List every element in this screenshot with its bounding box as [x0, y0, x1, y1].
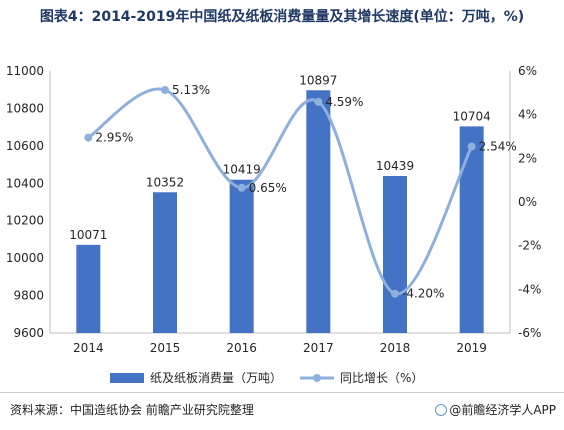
bar: [229, 179, 254, 333]
legend: 纸及纸板消费量（万吨） 同比增长（%）: [110, 371, 423, 385]
growth-point: [84, 133, 93, 142]
growth-point: [161, 85, 169, 94]
bar: [76, 244, 101, 333]
footer-divider: [0, 392, 564, 393]
growth-point: [314, 97, 323, 106]
growth-value-label: 2.54%: [479, 140, 517, 154]
bar-value-label: 10071: [69, 228, 107, 242]
brand-credit: @前瞻经济学人APP: [435, 401, 556, 418]
data-labels: 10071 10352 10419 10897 10439 10704 2.95% 5.13%…: [69, 73, 517, 300]
bar: [383, 175, 407, 333]
y-right-tick-label: 6%: [518, 64, 537, 78]
legend-bar-swatch: [110, 373, 144, 383]
y-right-tick-label: 4%: [518, 108, 537, 122]
bar-value-label: 10439: [376, 159, 414, 173]
growth-value-label: 2.95%: [95, 131, 133, 145]
y-left-tick-label: 10200: [6, 214, 44, 228]
y-left-tick-label: 9600: [13, 326, 44, 340]
bar: [153, 192, 177, 333]
y-right-tick-label: 2%: [518, 151, 537, 165]
legend-bar-label: 纸及纸板消费量（万吨）: [150, 371, 282, 385]
growth-value-label: -4.20%: [402, 287, 444, 301]
growth-value-label: 5.13%: [172, 83, 210, 97]
chart-title: 图表4：2014-2019年中国纸及纸板消费量量及其增长速度(单位：万吨，%): [39, 9, 525, 25]
bar: [459, 126, 484, 333]
x-tick-label: 2019: [456, 341, 487, 355]
y-right-tick-label: 0%: [518, 195, 537, 209]
y-left-tick-label: 11000: [6, 64, 44, 78]
y-right-tick-label: -2%: [518, 239, 541, 253]
y-left-tick-label: 10000: [6, 251, 44, 265]
legend-line-label: 同比增长（%）: [340, 371, 423, 385]
y-left-tick-label: 10400: [6, 176, 44, 190]
brand-text: @前瞻经济学人APP: [449, 403, 556, 417]
x-tick-label: 2018: [380, 341, 411, 355]
growth-value-label: 4.59%: [325, 95, 363, 109]
y-left-tick-label: 10600: [6, 139, 44, 153]
bar-value-label: 10897: [299, 73, 337, 87]
bar-value-label: 10419: [223, 163, 261, 177]
x-tick-label: 2017: [303, 341, 334, 355]
growth-point: [467, 142, 476, 151]
bar-series: [76, 90, 484, 333]
axes: 9600 9800 10000 10200 10400 10600 10800 11000 -6…: [6, 64, 542, 355]
bar: [306, 90, 331, 333]
y-right-tick-label: -6%: [518, 326, 541, 340]
bar-value-label: 10352: [146, 175, 184, 189]
source-note: 资料来源：中国造纸协会 前瞻产业研究院整理: [10, 403, 254, 417]
brand-logo-icon: [435, 404, 448, 416]
growth-point: [391, 289, 399, 298]
y-right-tick-label: -4%: [518, 282, 541, 296]
y-left-tick-label: 10800: [6, 101, 44, 115]
legend-line-marker: [313, 374, 321, 382]
growth-point: [237, 183, 246, 192]
y-left-tick-label: 9800: [13, 289, 44, 303]
line-series: [84, 85, 476, 298]
x-tick-label: 2016: [226, 341, 257, 355]
bar-value-label: 10704: [453, 109, 491, 123]
x-tick-label: 2015: [150, 341, 181, 355]
growth-value-label: 0.65%: [249, 181, 287, 195]
x-tick-label: 2014: [73, 341, 104, 355]
